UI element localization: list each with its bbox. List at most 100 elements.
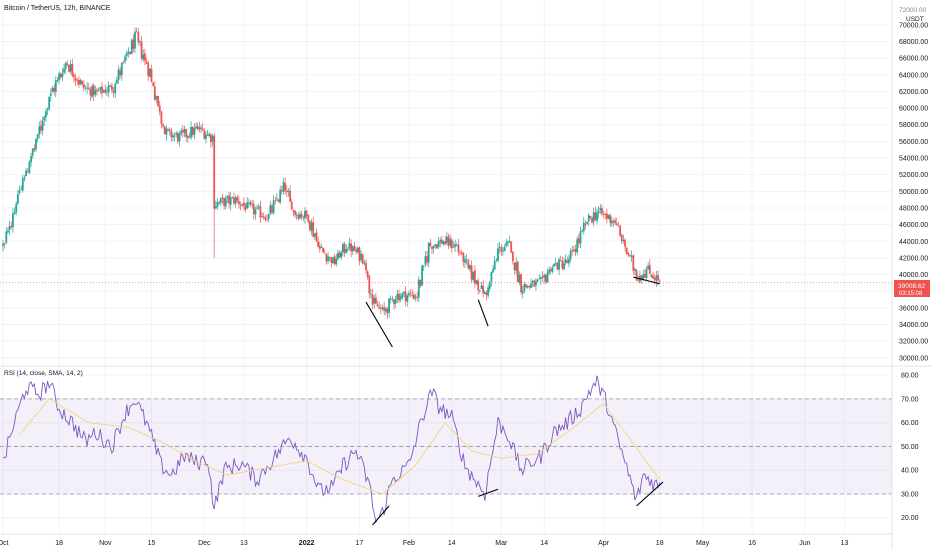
candle-body [165,128,168,135]
candle-body [381,307,384,309]
rsi-trendline[interactable] [372,505,390,526]
candle-body [243,202,245,206]
candle-body [25,170,27,177]
candle-body [312,222,315,237]
candle-body [236,197,239,201]
candle-body [49,93,52,96]
candle-body [287,191,290,192]
candle-body [201,128,204,131]
candle-body [58,73,60,81]
x-tick-label: 14 [540,540,548,547]
candle-body [238,201,240,205]
candle-body [564,259,567,264]
candle-body [602,213,605,215]
rsi-indicator-label[interactable]: RSI (14, close, SMA, 14, 2) [4,370,83,377]
candle-body [594,212,597,220]
candle-body [584,223,587,225]
y-tick-label: 60000.00 [899,106,928,113]
candle-body [581,230,584,232]
rsi-trendline[interactable] [478,488,499,497]
rsi-trendline[interactable] [636,481,664,507]
candle-body [59,73,62,78]
candle-body [206,134,209,136]
candle-body [54,80,57,92]
candle-body [48,96,51,109]
candle-body [543,275,546,278]
candle-body [277,199,280,202]
candle-body [574,249,577,253]
candle-body [384,308,387,312]
candle-body [2,243,4,246]
candle-body [168,129,171,130]
candle-body [304,210,306,219]
candle-body [94,90,97,95]
candle-body [150,68,153,83]
candle-body [615,223,618,226]
candle-body [497,248,499,261]
candle-body [622,240,625,242]
candle-body [447,236,450,246]
candle-body [470,265,473,280]
candle-body [51,87,54,93]
candle-body [292,210,295,212]
candle-body [297,215,300,219]
candle-body [389,298,392,300]
candle-body [549,269,552,272]
candle-body [368,275,371,294]
price-trendline[interactable] [365,301,393,348]
candle-body [309,220,311,230]
candle-body [111,85,113,91]
candle-body [305,210,308,216]
candle-body [404,291,407,302]
candle-body [657,274,659,280]
candle-body [417,279,420,298]
candle-body [454,244,456,247]
candle-body [282,181,285,192]
candle-body [388,298,390,313]
candle-body [84,87,87,89]
candle-body [188,136,191,138]
candle-body [485,292,488,295]
candle-body [33,148,36,151]
candle-body [205,134,207,139]
candle-body [322,247,324,253]
candle-body [91,86,93,97]
candle-body [474,270,476,284]
candle-body [408,293,410,296]
candle-body [586,221,588,224]
candle-body [173,135,176,137]
candle-body [340,251,343,257]
candle-body [152,82,155,86]
candle-body [16,194,19,204]
currency-label[interactable]: USDT [906,16,924,23]
price-trendline[interactable] [633,276,660,285]
candle-body [214,206,217,209]
candle-body [178,133,181,142]
candle-body [442,241,445,245]
y-tick-label: 58000.00 [899,122,928,129]
candle-body [289,190,291,202]
rsi-pane[interactable] [2,375,661,524]
x-tick-label: 2022 [299,540,315,547]
price-trendline[interactable] [477,299,489,327]
last-price-countdown: 03:15:08 [899,291,923,297]
y-tick-label: 50000.00 [899,189,928,196]
candle-body [96,89,98,92]
candle-body [87,87,90,89]
candle-body [427,243,430,263]
candle-body [167,129,169,131]
candle-body [455,244,458,246]
candle-body [607,214,610,219]
candle-body [115,80,118,84]
candle-body [635,270,638,281]
candle-body [210,134,212,143]
candle-body [129,51,131,55]
candle-body [488,281,491,289]
x-tick-label: 13 [841,540,849,547]
candle-body [493,260,496,270]
candle-body [523,284,526,291]
candle-body [86,87,89,89]
candle-body [226,196,229,199]
price-pane[interactable] [0,27,892,319]
x-tick-label: Apr [598,540,610,547]
